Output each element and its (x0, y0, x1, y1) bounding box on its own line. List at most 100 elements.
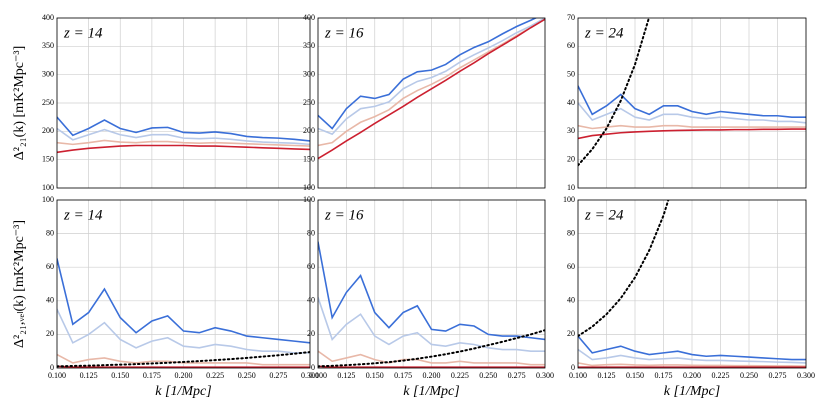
y-tick-label: 400 (42, 13, 54, 22)
series-line (57, 116, 310, 142)
y-axis-label: Δ²₂₁,ᵥₑₗ(k) [mK²Mpc⁻³] (12, 220, 27, 348)
y-tick-label: 200 (303, 126, 315, 135)
y-tick-label: 20 (567, 329, 575, 338)
series-line (578, 124, 806, 130)
x-tick-label: 0.100 (309, 371, 327, 380)
series-line (318, 350, 545, 366)
x-tick-label: 0.225 (451, 371, 469, 380)
x-tick-label: 0.250 (740, 371, 758, 380)
y-tick-label: 300 (303, 69, 315, 78)
series-line (318, 296, 545, 352)
series-line (318, 18, 545, 147)
y-tick-label: 100 (303, 195, 315, 204)
series-line (318, 18, 545, 160)
series-line (318, 18, 538, 130)
panel-frame (577, 17, 807, 189)
panel: 10 20 30 40 50 60 70 z = 24 (567, 13, 807, 192)
series-line (318, 329, 545, 368)
y-tick-label: 100 (42, 195, 54, 204)
x-tick-label: 0.150 (626, 371, 644, 380)
y-tick-label: 100 (303, 183, 315, 192)
y-tick-label: 50 (567, 69, 575, 78)
y-tick-label: 200 (42, 126, 54, 135)
y-tick-label: 100 (563, 195, 575, 204)
series-line (57, 127, 310, 146)
x-tick-label: 0.275 (269, 371, 287, 380)
series-line (318, 365, 545, 368)
y-tick-label: 40 (567, 98, 575, 107)
y-tick-label: 80 (307, 228, 315, 237)
x-tick-label: 0.225 (712, 371, 730, 380)
y-tick-label: 80 (567, 228, 575, 237)
y-tick-label: 60 (567, 41, 575, 50)
series-line (578, 18, 650, 167)
series-line (57, 351, 310, 368)
y-tick-label: 0 (50, 363, 54, 372)
series-line (57, 144, 310, 154)
y-tick-label: 10 (567, 183, 575, 192)
series-line (57, 353, 310, 366)
panel-annotation: z = 24 (584, 207, 624, 223)
x-tick-label: 0.200 (423, 371, 441, 380)
panel: 0.100 0.125 0.150 0.175 0.200 0.225 0.250 0.275… (12, 195, 319, 399)
y-tick-label: 150 (303, 154, 315, 163)
y-tick-label: 250 (42, 98, 54, 107)
series-line (57, 258, 310, 344)
y-tick-label: 60 (46, 262, 54, 271)
panel-frame (577, 199, 807, 369)
y-tick-label: 0 (311, 363, 315, 372)
x-tick-label: 0.200 (683, 371, 701, 380)
panel-annotation: z = 16 (324, 25, 364, 41)
x-axis-label: k [1/Mpc] (155, 384, 211, 399)
x-tick-label: 0.125 (337, 371, 355, 380)
y-tick-label: 20 (307, 329, 315, 338)
x-tick-label: 0.125 (598, 371, 616, 380)
x-tick-label: 0.100 (48, 371, 66, 380)
y-tick-label: 0 (571, 363, 575, 372)
x-axis-label: k [1/Mpc] (664, 384, 720, 399)
x-tick-label: 0.150 (111, 371, 129, 380)
x-tick-label: 0.300 (536, 371, 554, 380)
x-tick-label: 0.250 (238, 371, 256, 380)
panel: 100 150 200 250 300 350 400 z = 16 (303, 13, 546, 192)
x-tick-label: 0.150 (366, 371, 384, 380)
x-tick-label: 0.275 (508, 371, 526, 380)
x-tick-label: 0.175 (143, 371, 161, 380)
panel-frame (56, 17, 311, 189)
x-tick-label: 0.100 (569, 371, 587, 380)
series-line (318, 241, 545, 341)
x-tick-label: 0.175 (655, 371, 673, 380)
series-line (57, 365, 310, 368)
y-tick-label: 40 (567, 296, 575, 305)
panel: 0.100 0.125 0.150 0.175 0.200 0.225 0.250 0.275… (563, 195, 815, 399)
panel-frame (317, 17, 546, 189)
x-tick-label: 0.275 (769, 371, 787, 380)
series-line (578, 348, 806, 364)
series-line (57, 139, 310, 147)
panel: 0.100 0.125 0.150 0.175 0.200 0.225 0.250 0.275… (303, 195, 554, 399)
panel-annotation: z = 14 (63, 207, 103, 223)
y-tick-label: 20 (567, 154, 575, 163)
y-tick-label: 100 (42, 183, 54, 192)
x-tick-label: 0.300 (301, 371, 319, 380)
y-axis-label: Δ²₂₁(k) [mK²Mpc⁻³] (12, 46, 27, 161)
y-tick-label: 250 (303, 98, 315, 107)
x-tick-label: 0.175 (394, 371, 412, 380)
panel-annotation: z = 24 (584, 25, 624, 41)
y-tick-label: 60 (307, 262, 315, 271)
y-tick-label: 80 (46, 228, 54, 237)
x-tick-label: 0.250 (479, 371, 497, 380)
y-tick-label: 400 (303, 13, 315, 22)
y-tick-label: 350 (42, 41, 54, 50)
x-tick-label: 0.225 (206, 371, 224, 380)
panel-annotation: z = 16 (324, 207, 364, 223)
series-line (578, 85, 806, 118)
series-line (578, 335, 806, 361)
x-tick-label: 0.300 (797, 371, 815, 380)
y-tick-label: 150 (42, 154, 54, 163)
series-line (578, 200, 670, 338)
panel-frame (56, 199, 311, 369)
y-tick-label: 30 (567, 126, 575, 135)
panel-annotation: z = 14 (63, 25, 103, 41)
